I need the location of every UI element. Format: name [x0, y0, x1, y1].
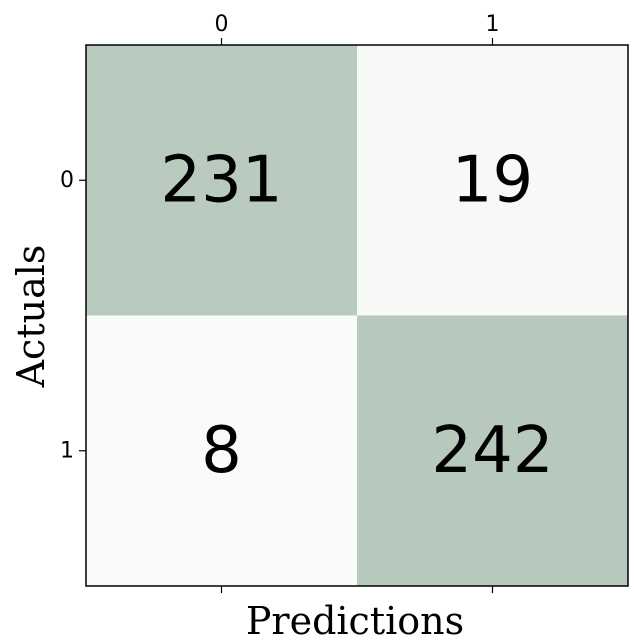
x-axis-title: Predictions — [246, 599, 464, 640]
cell-value-labels: 231 19 8 242 — [160, 143, 553, 488]
plot-frame — [85, 44, 629, 587]
y-axis-title: Actuals — [9, 245, 53, 389]
cell-value-1-0: 8 — [201, 414, 242, 488]
heatmap-cell-0-0 — [86, 45, 357, 316]
y-axis-ticks: 01 — [60, 168, 86, 463]
x-tick-label-1: 1 — [486, 12, 500, 37]
heatmap-cell-1-0 — [86, 315, 357, 586]
y-tick-label-0: 0 — [60, 168, 74, 193]
cell-value-0-0: 231 — [160, 143, 282, 217]
heatmap-cell-1-1 — [357, 315, 628, 586]
cell-value-0-1: 19 — [452, 143, 533, 217]
y-tick-label-1: 1 — [60, 438, 74, 463]
heatmap-cells — [86, 45, 628, 586]
cell-value-1-1: 242 — [431, 414, 553, 488]
heatmap-cell-0-1 — [357, 45, 628, 316]
x-tick-label-0: 0 — [215, 12, 229, 37]
